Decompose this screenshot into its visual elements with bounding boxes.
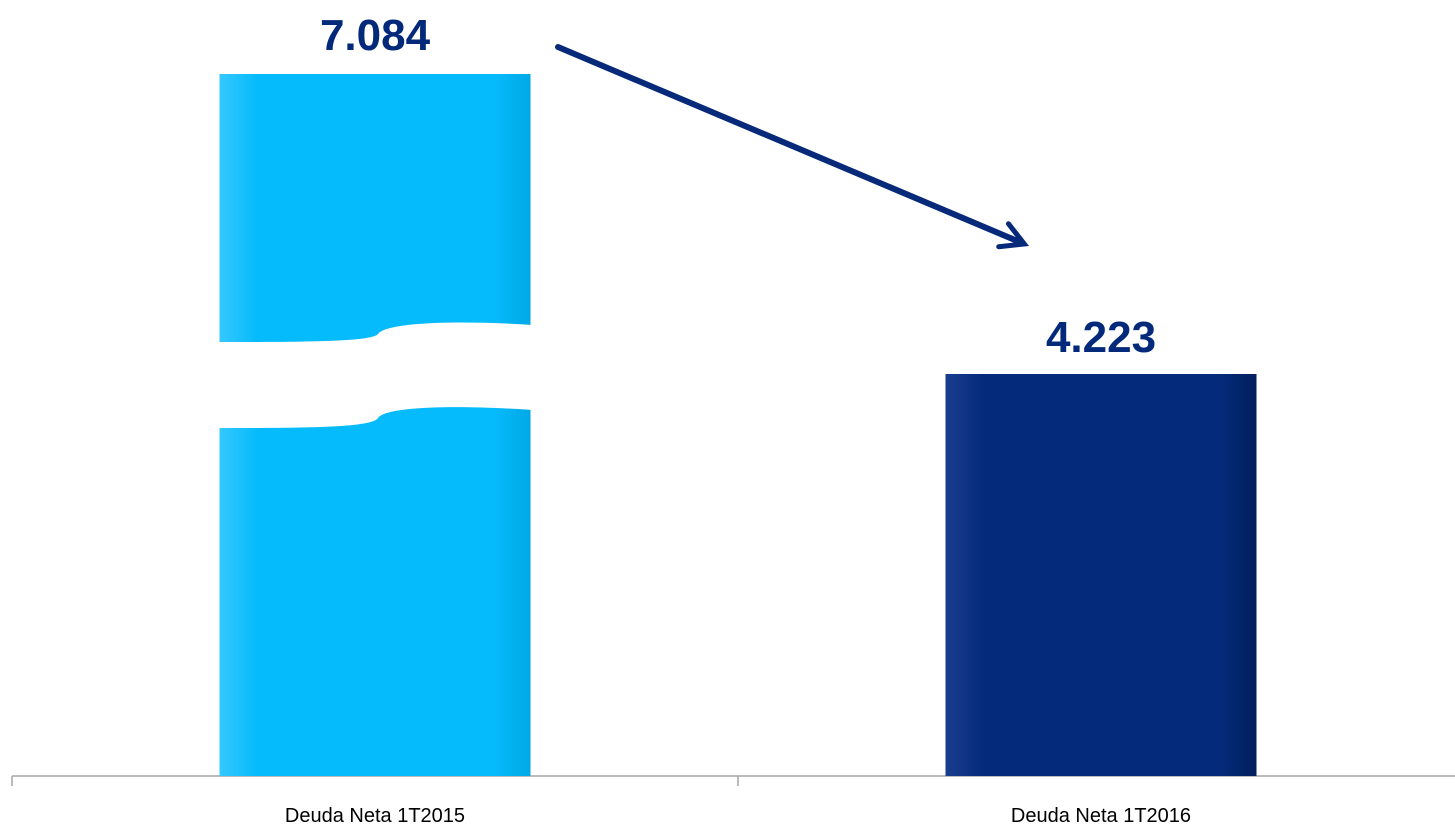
category-label-1t2016: Deuda Neta 1T2016	[1011, 805, 1191, 827]
bar-1t2016	[945, 374, 1257, 776]
axis-break-gap	[217, 322, 533, 428]
bars-group	[219, 74, 1257, 776]
decrease-arrow	[555, 44, 1022, 243]
value-label-1t2016: 4.223	[1046, 313, 1156, 362]
category-label-1t2015: Deuda Neta 1T2015	[285, 805, 465, 827]
value-label-1t2015: 7.084	[320, 11, 431, 60]
